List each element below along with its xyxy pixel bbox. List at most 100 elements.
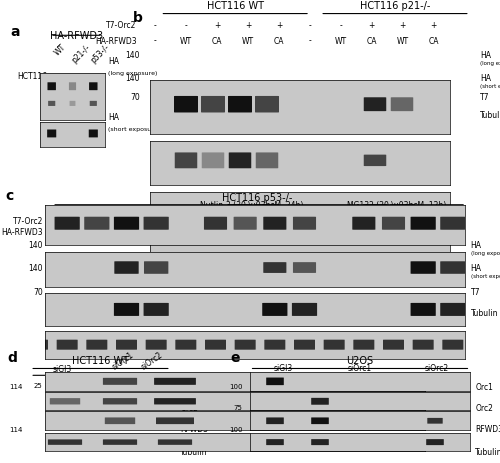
Text: WT: WT <box>53 42 68 57</box>
FancyBboxPatch shape <box>47 130 56 138</box>
Text: d: d <box>8 350 18 364</box>
Text: CA: CA <box>156 229 165 235</box>
Text: 100: 100 <box>229 383 242 389</box>
FancyBboxPatch shape <box>256 253 278 263</box>
Text: P: P <box>298 382 302 388</box>
Text: WT: WT <box>335 37 347 45</box>
Text: +: + <box>268 218 274 224</box>
FancyBboxPatch shape <box>352 253 374 263</box>
Text: T7-Orc2: T7-Orc2 <box>106 21 136 30</box>
FancyBboxPatch shape <box>114 217 139 230</box>
Text: 140: 140 <box>28 240 43 249</box>
Text: 25: 25 <box>34 382 42 388</box>
FancyBboxPatch shape <box>89 83 98 91</box>
Text: HA: HA <box>108 57 119 66</box>
Text: +: + <box>158 218 163 224</box>
Text: CA: CA <box>432 229 441 235</box>
Text: Tubulin: Tubulin <box>470 308 498 317</box>
FancyBboxPatch shape <box>234 340 256 350</box>
Text: +: + <box>245 21 252 30</box>
FancyBboxPatch shape <box>90 102 97 106</box>
FancyBboxPatch shape <box>298 253 320 263</box>
Text: 100: 100 <box>229 426 242 432</box>
FancyBboxPatch shape <box>406 253 428 263</box>
FancyBboxPatch shape <box>151 253 174 263</box>
Text: CA: CA <box>274 37 284 45</box>
FancyBboxPatch shape <box>382 217 405 230</box>
Text: +: + <box>240 218 246 224</box>
FancyBboxPatch shape <box>84 217 110 230</box>
Text: CA: CA <box>294 229 303 235</box>
Text: Nutlin-3 (30 \u03bcM, 24h): Nutlin-3 (30 \u03bcM, 24h) <box>200 201 304 210</box>
Text: P: P <box>452 382 456 388</box>
FancyBboxPatch shape <box>311 418 329 424</box>
Text: -: - <box>308 21 312 30</box>
FancyBboxPatch shape <box>105 418 135 424</box>
Text: Orc2: Orc2 <box>180 403 198 412</box>
Text: -: - <box>352 218 354 224</box>
Text: -: - <box>340 21 342 30</box>
FancyBboxPatch shape <box>116 340 137 350</box>
FancyBboxPatch shape <box>352 217 376 230</box>
Text: S1: S1 <box>406 382 415 388</box>
Text: +: + <box>102 218 108 224</box>
Text: +: + <box>378 218 384 224</box>
FancyBboxPatch shape <box>86 340 108 350</box>
FancyBboxPatch shape <box>390 205 414 219</box>
FancyBboxPatch shape <box>156 418 194 424</box>
FancyBboxPatch shape <box>471 399 489 404</box>
FancyBboxPatch shape <box>440 303 466 316</box>
Text: +: + <box>430 21 437 30</box>
Text: +: + <box>368 21 375 30</box>
Text: -: - <box>186 229 189 235</box>
FancyBboxPatch shape <box>428 418 442 424</box>
FancyBboxPatch shape <box>48 102 56 106</box>
FancyBboxPatch shape <box>264 217 286 230</box>
Text: +: + <box>295 218 301 224</box>
FancyBboxPatch shape <box>363 205 387 219</box>
FancyBboxPatch shape <box>154 378 196 385</box>
FancyBboxPatch shape <box>255 97 279 113</box>
Text: CA: CA <box>376 229 386 235</box>
Text: WT: WT <box>72 229 83 235</box>
FancyBboxPatch shape <box>103 378 137 385</box>
FancyBboxPatch shape <box>228 205 252 219</box>
Text: 114: 114 <box>9 383 22 389</box>
Text: 50: 50 <box>54 382 63 388</box>
FancyBboxPatch shape <box>54 217 80 230</box>
FancyBboxPatch shape <box>293 263 316 273</box>
FancyBboxPatch shape <box>201 97 225 113</box>
Text: c: c <box>6 188 14 202</box>
FancyBboxPatch shape <box>266 418 284 424</box>
Text: HA: HA <box>480 74 491 82</box>
Text: S2: S2 <box>351 382 360 388</box>
Text: (long exposure): (long exposure) <box>480 61 500 66</box>
Text: Tubulin: Tubulin <box>475 447 500 456</box>
FancyBboxPatch shape <box>202 253 224 263</box>
Text: WT: WT <box>348 229 359 235</box>
FancyBboxPatch shape <box>70 102 75 106</box>
FancyBboxPatch shape <box>89 130 98 138</box>
Text: -: - <box>186 218 189 224</box>
Text: U2OS: U2OS <box>346 355 374 365</box>
Text: +: + <box>214 21 220 30</box>
Text: CA: CA <box>366 37 377 45</box>
FancyBboxPatch shape <box>471 439 489 445</box>
FancyBboxPatch shape <box>364 155 386 167</box>
FancyBboxPatch shape <box>410 217 436 230</box>
Text: e: e <box>230 350 240 364</box>
FancyBboxPatch shape <box>442 340 464 350</box>
Text: siOrc2: siOrc2 <box>140 350 164 370</box>
Text: -: - <box>154 37 156 45</box>
Text: RFWD3: RFWD3 <box>475 425 500 433</box>
FancyBboxPatch shape <box>471 418 489 424</box>
Text: HCT116 WT: HCT116 WT <box>72 355 129 365</box>
FancyBboxPatch shape <box>379 253 401 263</box>
Text: Orc2: Orc2 <box>475 403 493 412</box>
Text: (short exposure): (short exposure) <box>470 274 500 279</box>
Text: -: - <box>185 21 188 30</box>
Text: 75: 75 <box>234 405 242 411</box>
Text: +: + <box>433 218 439 224</box>
FancyBboxPatch shape <box>258 418 292 424</box>
FancyBboxPatch shape <box>103 439 137 445</box>
